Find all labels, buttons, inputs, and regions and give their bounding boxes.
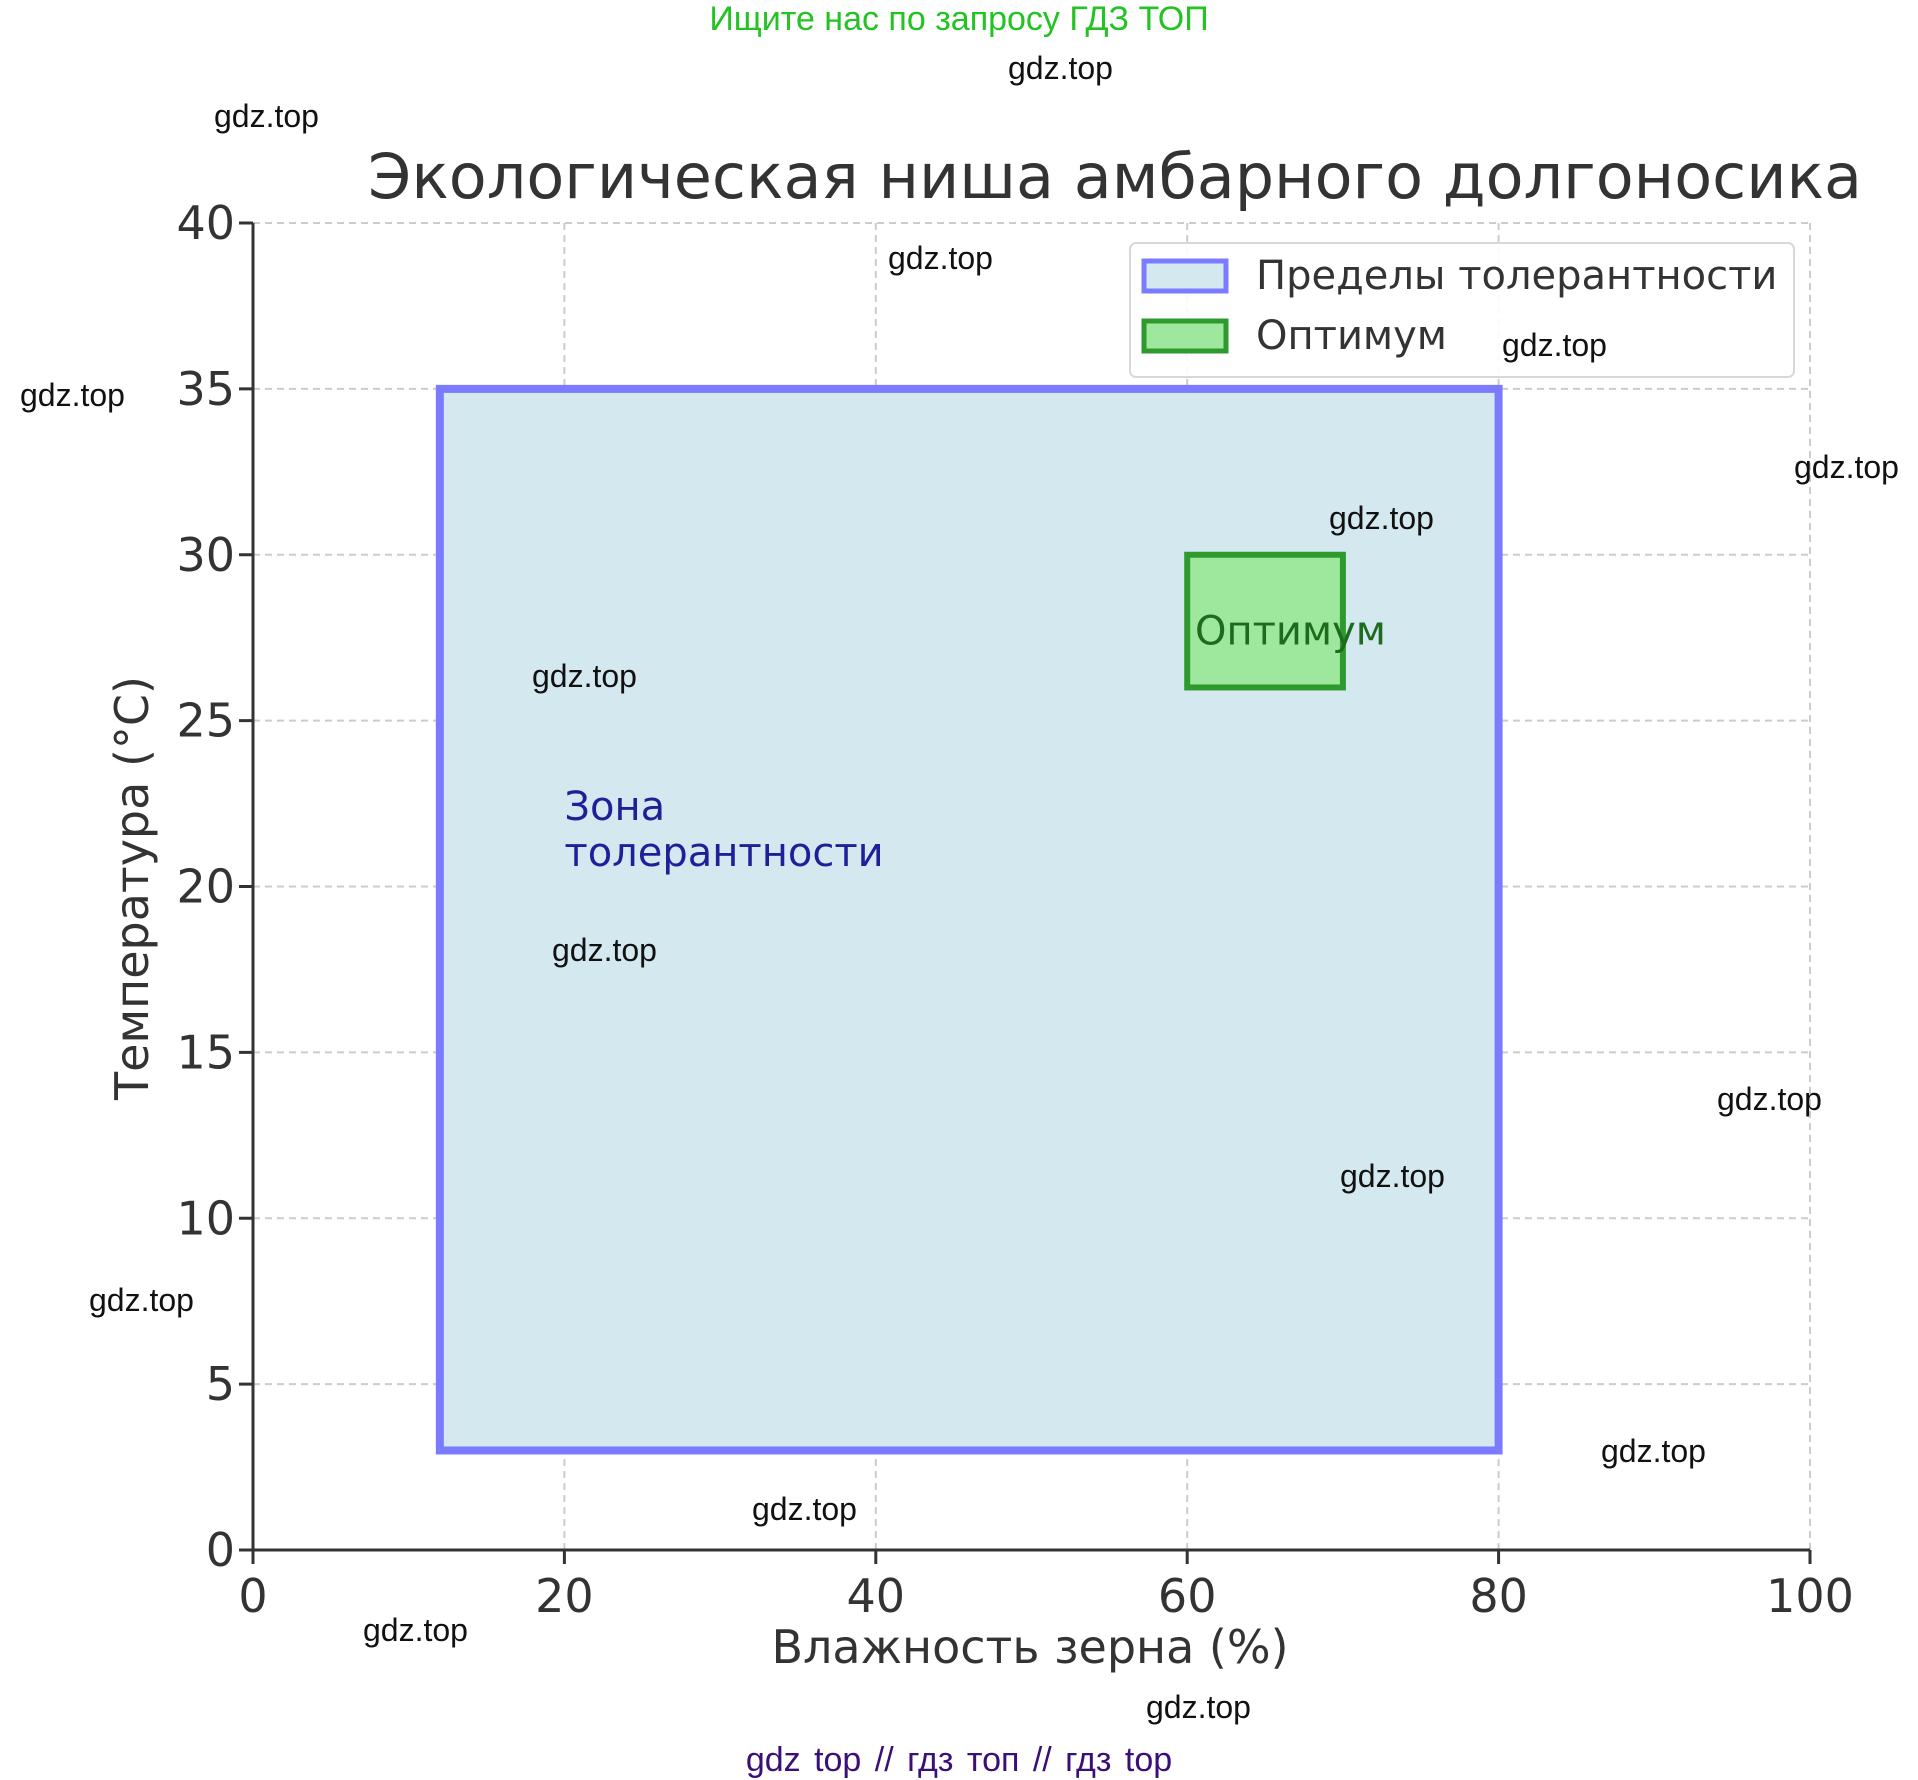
legend-label: Оптимум: [1256, 313, 1447, 359]
watermark-text: gdz.top: [20, 377, 125, 413]
x-tick-label: 60: [1158, 1569, 1217, 1623]
y-tick-label: 35: [176, 362, 235, 416]
watermark-text: gdz.top: [1146, 1689, 1251, 1725]
watermark-text: gdz.top: [1502, 327, 1607, 363]
watermark-text: gdz.top: [89, 1282, 194, 1318]
x-tick-label: 80: [1469, 1569, 1528, 1623]
legend-swatch: [1141, 258, 1229, 294]
annotations: Зона толерантности Оптимум: [564, 608, 1386, 876]
watermark-text: gdz.top: [1794, 449, 1899, 485]
watermark-text: gdz.top: [532, 658, 637, 694]
watermark-text: gdz.top: [363, 1612, 468, 1648]
y-tick-label: 25: [176, 694, 235, 748]
legend: Пределы толерантности Оптимум: [1129, 242, 1795, 378]
watermark-text: gdz.top: [752, 1491, 857, 1527]
watermark-text: gdz.top: [1601, 1433, 1706, 1469]
top-banner: Ищите нас по запросу ГДЗ ТОП: [709, 0, 1209, 38]
watermark-text: gdz.top: [214, 98, 319, 134]
y-tick-label: 20: [176, 860, 235, 914]
y-axis-label: Температура (°C): [105, 676, 159, 1101]
optimum-region: [1184, 551, 1346, 691]
x-tick-label: 40: [847, 1569, 906, 1623]
watermark-text: gdz.top: [552, 932, 657, 968]
watermark-text: gdz.top: [1340, 1158, 1445, 1194]
watermark-text: gdz.top: [1329, 500, 1434, 536]
regions: [435, 384, 1503, 1455]
y-tick-label: 30: [176, 528, 235, 582]
legend-box: [1129, 242, 1795, 378]
x-tick-label: 0: [238, 1569, 267, 1623]
optimum-annotation: Оптимум: [1195, 608, 1386, 654]
legend-swatch: [1141, 318, 1229, 354]
watermark-text: gdz.top: [1717, 1081, 1822, 1117]
x-tick-label: 20: [535, 1569, 594, 1623]
ticks: 0 20 40 60 80 100 0 5 10 15 20 25 30 35 40: [176, 196, 1853, 1623]
x-tick-label: 100: [1766, 1569, 1854, 1623]
tolerance-annotation: Зона толерантности: [564, 784, 883, 876]
tolerance-region: [435, 384, 1503, 1455]
y-tick-label: 15: [176, 1025, 235, 1079]
y-tick-label: 40: [176, 196, 235, 250]
y-tick-label: 0: [206, 1523, 235, 1577]
y-tick-label: 10: [176, 1191, 235, 1245]
legend-label: Пределы толерантности: [1256, 253, 1777, 299]
bottom-banner: gdz top // гдз топ // гдз top: [745, 1741, 1173, 1779]
watermark-text: gdz.top: [1008, 50, 1113, 86]
chart-title: Экологическая ниша амбарного долгоносика: [368, 140, 1862, 213]
watermark-text: gdz.top: [888, 240, 993, 276]
x-axis-label: Влажность зерна (%): [771, 1620, 1288, 1674]
y-tick-label: 5: [206, 1357, 235, 1411]
